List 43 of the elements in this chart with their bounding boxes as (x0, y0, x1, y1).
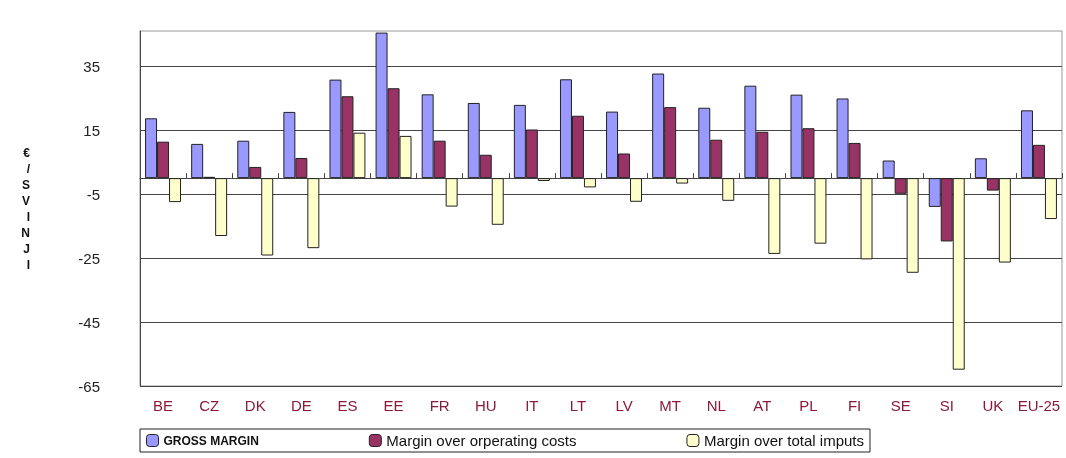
bar (722, 178, 735, 201)
legend-label: Margin over total imputs (703, 432, 864, 449)
bar (630, 178, 643, 202)
x-tick-label: IT (525, 397, 539, 414)
y-tick-label: -65 (78, 377, 100, 395)
x-tick-label: EU-25 (1017, 397, 1061, 414)
x-tick-label: ES (337, 397, 358, 414)
x-tick-label: CZ (199, 397, 220, 414)
x-tick-label: FI (847, 397, 862, 414)
bar (882, 160, 895, 179)
y-axis-title: € / SVINJI (21, 145, 31, 272)
y-tick-label: 35 (83, 57, 100, 75)
x-tick-label: SI (939, 397, 954, 414)
legend-label: GROSS MARGIN (163, 433, 259, 448)
bar (1044, 178, 1057, 220)
bar (261, 178, 274, 256)
x-tick-label: NL (706, 397, 726, 414)
bar (974, 158, 987, 179)
x-tick-label: MT (659, 397, 681, 414)
y-tick-label: -5 (86, 185, 100, 203)
y-tick-label: -45 (78, 313, 100, 331)
legend-label: Margin over orperating costs (386, 432, 577, 449)
x-tick-label: UK (982, 397, 1004, 414)
bar (676, 178, 689, 184)
x-tick-label: BE (153, 397, 174, 414)
y-tick-label: 15 (83, 121, 100, 139)
bar (307, 178, 320, 249)
bar (169, 178, 182, 203)
bar (215, 178, 228, 236)
bar (583, 178, 596, 188)
x-tick-label: DE (290, 397, 312, 414)
x-tick-label: SE (890, 397, 911, 414)
x-tick-label: LV (615, 397, 633, 414)
y-tick-label: -25 (78, 249, 100, 267)
x-tick-label: AT (753, 397, 772, 414)
x-tick-label: DK (244, 397, 266, 414)
x-tick-label: PL (799, 397, 818, 414)
x-tick-label: EE (383, 397, 404, 414)
bar (768, 178, 781, 254)
x-tick-label: LT (569, 397, 587, 414)
x-tick-label: HU (474, 397, 497, 414)
bar (491, 178, 504, 225)
x-tick-label: FR (429, 397, 450, 414)
